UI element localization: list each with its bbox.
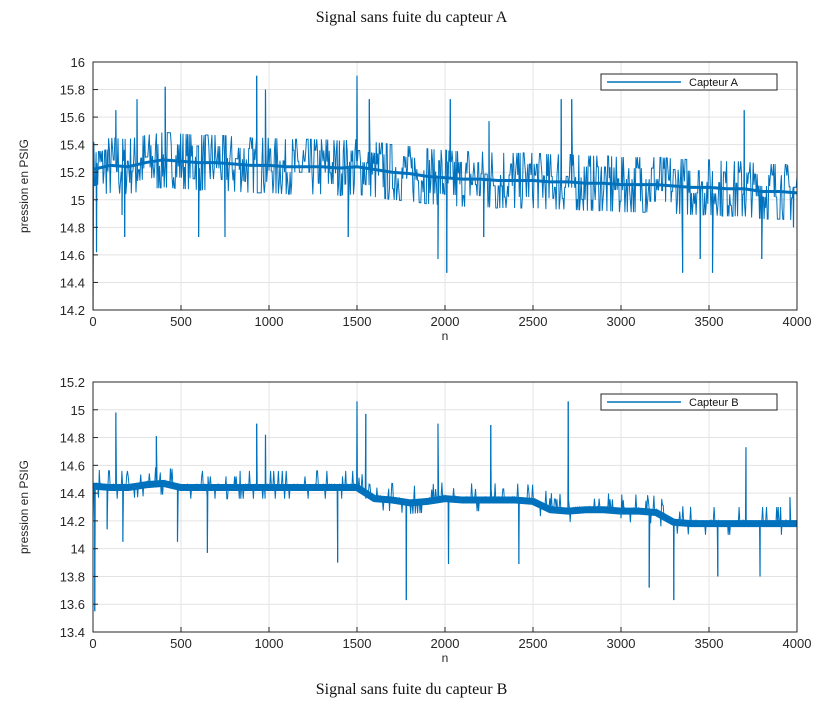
x-tick-label: 1000 <box>255 636 284 651</box>
legend-box <box>600 393 778 411</box>
y-tick-label: 14.2 <box>60 303 85 318</box>
series-line <box>93 75 797 310</box>
x-tick-label: 1500 <box>343 636 372 651</box>
y-tick-label: 14.6 <box>60 248 85 263</box>
y-tick-label: 15.4 <box>60 138 85 153</box>
y-tick-label: 14.8 <box>60 431 85 446</box>
x-tick-label: 1000 <box>255 314 284 329</box>
x-axis-label: n <box>442 329 449 343</box>
y-tick-label: 14.8 <box>60 220 85 235</box>
x-tick-label: 4000 <box>783 636 812 651</box>
y-tick-label: 13.8 <box>60 569 85 584</box>
y-tick-label: 14.2 <box>60 514 85 529</box>
x-tick-label: 2000 <box>431 636 460 651</box>
legend: Capteur A <box>600 73 778 91</box>
x-tick-label: 4000 <box>783 314 812 329</box>
figure-caption-bottom: Signal sans fuite du capteur B <box>315 681 508 698</box>
y-tick-label: 13.4 <box>60 625 85 640</box>
x-tick-label: 0 <box>89 314 96 329</box>
x-tick-label: 0 <box>89 636 96 651</box>
legend-box <box>600 73 778 91</box>
y-axis-label: pression en PSIG <box>17 460 31 554</box>
legend-label: Capteur A <box>689 77 739 89</box>
y-tick-label: 13.6 <box>60 597 85 612</box>
x-tick-label: 3500 <box>695 636 724 651</box>
y-axis-label: pression en PSIG <box>17 139 31 233</box>
legend-label: Capteur B <box>689 397 739 409</box>
grid <box>92 381 798 633</box>
chart-capteur-b: 0 500 1000 1500 2000 2500 3000 3500 4000 13.4 13.6… <box>17 375 811 665</box>
figure-caption-top: Signal sans fuite du capteur A <box>315 9 508 26</box>
y-tick-label: 15 <box>71 193 85 208</box>
x-tick-label: 3000 <box>607 314 636 329</box>
y-tick-label: 16 <box>71 55 85 70</box>
x-tick-label: 2000 <box>431 314 460 329</box>
y-tick-label: 14.4 <box>60 275 85 290</box>
x-tick-label: 1500 <box>343 314 372 329</box>
y-tick-label: 15.2 <box>60 375 85 390</box>
x-axis-label: n <box>442 651 449 665</box>
series-baseline <box>93 479 797 528</box>
chart-capteur-a: 0 500 1000 1500 2000 2500 3000 3500 4000 14.2 14.4… <box>17 55 811 343</box>
y-tick-label: 15.8 <box>60 83 85 98</box>
y-tick-label: 14.6 <box>60 458 85 473</box>
y-tick-label: 14 <box>71 542 85 557</box>
series-0 <box>93 75 797 310</box>
x-tick-label: 500 <box>170 636 192 651</box>
legend: Capteur B <box>600 393 778 411</box>
y-tick-label: 15.2 <box>60 165 85 180</box>
x-tick-label: 500 <box>170 314 192 329</box>
series-1 <box>93 401 797 612</box>
y-tick-label: 15 <box>71 403 85 418</box>
x-tick-label: 3500 <box>695 314 724 329</box>
x-tick-label: 2500 <box>519 314 548 329</box>
x-tick-label: 3000 <box>607 636 636 651</box>
y-tick-label: 14.4 <box>60 486 85 501</box>
x-tick-label: 2500 <box>519 636 548 651</box>
y-tick-label: 15.6 <box>60 110 85 125</box>
